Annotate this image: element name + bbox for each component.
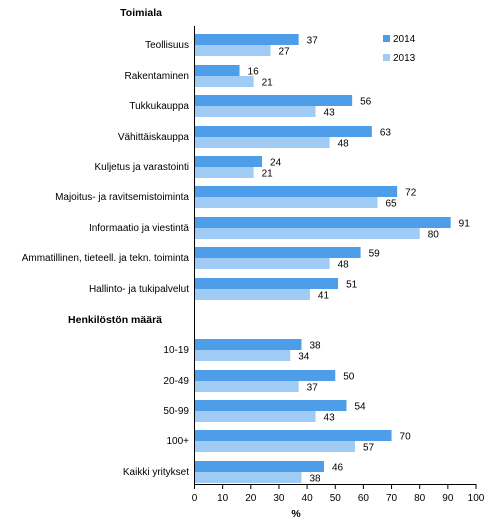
value-label: 46 (332, 463, 344, 474)
legend-label-2013: 2013 (393, 53, 416, 64)
category-labels-layer: Toimiala Teollisuus Rakentaminen Tukkukaupp… (22, 7, 190, 478)
bar-2014 (194, 430, 392, 441)
bar-2014 (194, 156, 263, 167)
value-label: 70 (400, 432, 412, 443)
value-labels-layer: 3727162156436348242172659180594851413834… (248, 36, 471, 485)
x-tick-label: 80 (414, 493, 426, 504)
category-label: Hallinto- ja tukipalvelut (89, 284, 189, 295)
legend-swatch-2013 (383, 54, 390, 61)
x-tick-label: 20 (245, 493, 257, 504)
legend: 2014 2013 (383, 34, 416, 64)
value-label: 16 (248, 67, 260, 78)
bar-2014 (194, 126, 372, 137)
bars-layer (194, 34, 451, 483)
bar-2013 (194, 350, 291, 361)
bar-2013 (194, 258, 330, 269)
bar-2014 (194, 217, 451, 228)
bar-2014 (194, 370, 336, 381)
value-label: 56 (360, 97, 372, 108)
x-tick-label: 70 (386, 493, 398, 504)
bar-2013 (194, 472, 302, 483)
bar-2013 (194, 137, 330, 148)
value-label: 54 (355, 402, 367, 413)
value-label: 43 (324, 413, 336, 424)
category-label: Kaikki yritykset (123, 467, 189, 478)
bar-2013 (194, 197, 378, 208)
value-label: 41 (318, 291, 330, 302)
category-label: 100+ (166, 436, 189, 447)
bar-2013 (194, 289, 310, 300)
value-label: 91 (459, 219, 471, 230)
value-label: 37 (307, 383, 319, 394)
bar-2013 (194, 76, 254, 87)
value-label: 21 (262, 78, 274, 89)
bar-2014 (194, 461, 324, 472)
legend-label-2014: 2014 (393, 34, 416, 45)
x-tick-label: 0 (192, 493, 198, 504)
category-label: 10-19 (163, 345, 189, 356)
category-label: Rakentaminen (125, 71, 189, 82)
bar-2014 (194, 278, 339, 289)
bar-2013 (194, 106, 316, 117)
x-tick-label: 90 (442, 493, 454, 504)
bar-2014 (194, 339, 302, 350)
group-heading: Henkilöstön määrä (68, 314, 162, 326)
category-label: Kuljetus ja varastointi (95, 162, 190, 173)
bar-2014 (194, 65, 240, 76)
value-label: 27 (279, 47, 291, 58)
x-axis-title: % (291, 508, 301, 520)
bar-2013 (194, 228, 420, 239)
bar-2014 (194, 95, 353, 106)
bar-2013 (194, 45, 271, 56)
value-label: 51 (346, 280, 358, 291)
value-label: 43 (324, 108, 336, 119)
value-label: 37 (307, 36, 319, 47)
bar-2013 (194, 381, 299, 392)
category-label: Vähittäiskauppa (118, 132, 190, 143)
bar-2013 (194, 167, 254, 178)
category-label: Teollisuus (145, 40, 189, 51)
x-tick-label: 50 (330, 493, 342, 504)
legend-swatch-2014 (383, 35, 390, 42)
bar-2014 (194, 34, 299, 45)
value-label: 48 (338, 260, 350, 271)
value-label: 59 (369, 249, 381, 260)
x-tick-label: 10 (217, 493, 229, 504)
category-label: 20-49 (163, 376, 189, 387)
group-heading: Toimiala (120, 7, 162, 19)
value-label: 57 (363, 443, 375, 454)
value-label: 72 (405, 188, 417, 199)
bar-2014 (194, 186, 398, 197)
value-label: 63 (380, 128, 392, 139)
bar-2014 (194, 247, 361, 258)
value-label: 65 (385, 199, 397, 210)
x-tick-label: 100 (468, 493, 485, 504)
bar-2013 (194, 411, 316, 422)
value-label: 38 (309, 474, 321, 485)
x-tick-label: 30 (273, 493, 285, 504)
x-axis-ticks: 0 10 20 30 40 50 60 70 80 90 100 (192, 484, 485, 504)
category-label: Ammatillinen, tieteell. ja tekn. toimint… (22, 253, 190, 264)
bar-2013 (194, 441, 355, 452)
value-label: 38 (309, 341, 321, 352)
value-label: 24 (270, 158, 282, 169)
category-label: Informaatio ja viestintä (89, 223, 189, 234)
x-tick-label: 60 (358, 493, 370, 504)
value-label: 50 (343, 372, 355, 383)
x-tick-label: 40 (302, 493, 314, 504)
category-label: Majoitus- ja ravitsemistoiminta (55, 192, 189, 203)
category-label: Tukkukauppa (129, 101, 189, 112)
bar-2014 (194, 400, 347, 411)
value-label: 21 (262, 169, 274, 180)
value-label: 80 (428, 230, 440, 241)
value-label: 34 (298, 352, 310, 363)
value-label: 48 (338, 139, 350, 150)
category-label: 50-99 (163, 406, 189, 417)
